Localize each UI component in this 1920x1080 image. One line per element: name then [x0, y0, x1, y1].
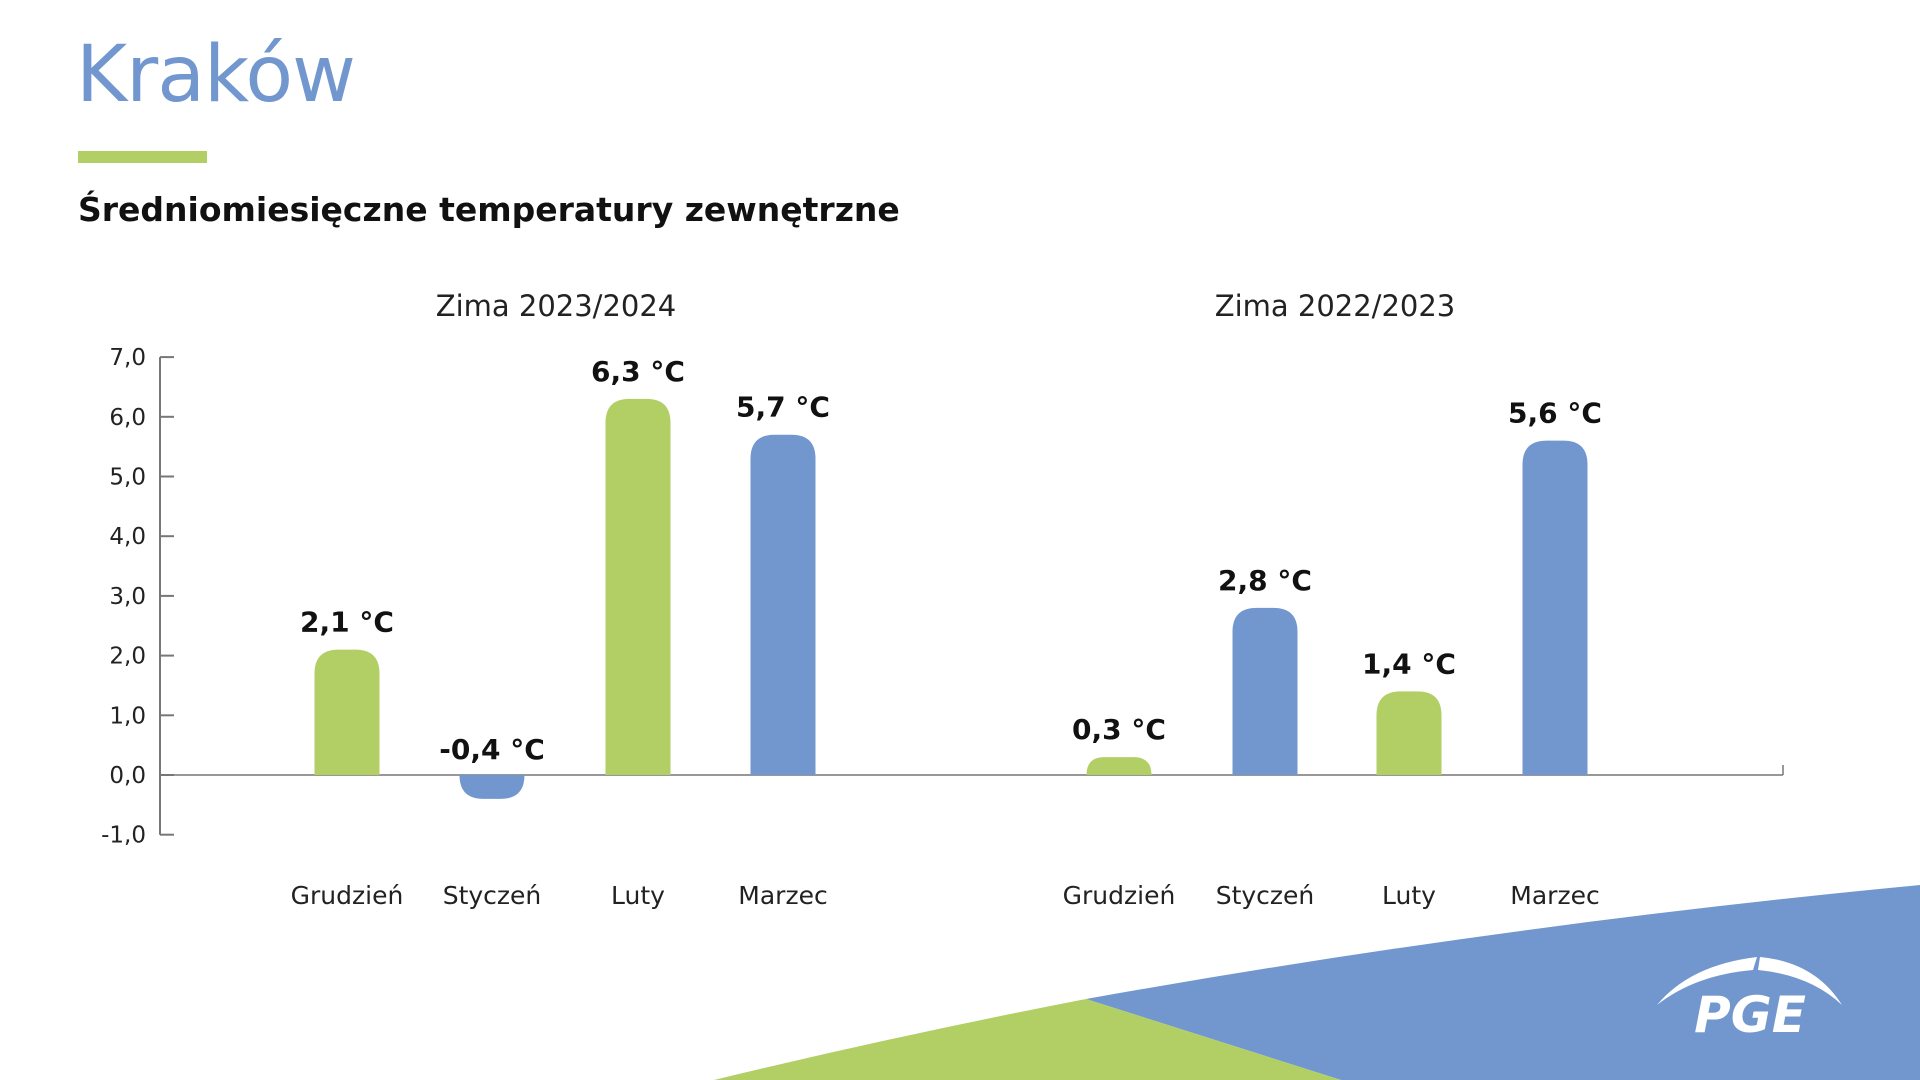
- bar-value-label: 5,7 °C: [736, 391, 830, 424]
- bar: [1522, 440, 1588, 775]
- group-title: Zima 2022/2023: [1215, 289, 1456, 323]
- bars: Zima 2023/2024 2,1 °C Grudzień -0,4 °C Stycz…: [291, 289, 1602, 910]
- bar: [750, 434, 816, 775]
- page-title: Kraków: [76, 30, 356, 120]
- bar-value-label: 2,8 °C: [1218, 564, 1312, 597]
- category-label: Luty: [611, 881, 665, 910]
- category-label: Marzec: [1510, 881, 1599, 910]
- blue-wave-shape: [1086, 885, 1920, 1080]
- pge-logo-arc-left: [1657, 957, 1757, 1005]
- bar: [605, 398, 671, 775]
- y-axis: 7,0 6,0 5,0 4,0 3,0 2,0 1,0 0,0 -1,0: [101, 345, 1784, 849]
- bar: [1086, 757, 1152, 775]
- y-tick-label: 3,0: [109, 584, 146, 610]
- y-tick-label: 4,0: [109, 524, 146, 550]
- bar: [314, 649, 380, 775]
- y-tick-label: 5,0: [109, 465, 146, 491]
- pge-logo-text: PGE: [1694, 986, 1806, 1044]
- bar: [459, 775, 525, 799]
- category-label: Styczeń: [443, 881, 542, 910]
- green-wave-shape: [714, 999, 1341, 1080]
- y-tick-label: 6,0: [109, 405, 146, 431]
- y-tick-label: -1,0: [101, 823, 146, 849]
- y-tick-label: 7,0: [109, 345, 146, 371]
- y-tick-label: 1,0: [109, 703, 146, 729]
- y-tick-label: 2,0: [109, 644, 146, 670]
- category-label: Grudzień: [1063, 881, 1176, 910]
- category-label: Luty: [1382, 881, 1436, 910]
- category-label: Grudzień: [291, 881, 404, 910]
- bar-value-label: 1,4 °C: [1362, 647, 1456, 680]
- bar-value-label: 6,3 °C: [591, 355, 685, 388]
- pge-logo-arc-right: [1758, 957, 1842, 1005]
- bar-value-label: 2,1 °C: [300, 606, 394, 639]
- category-label: Styczeń: [1216, 881, 1315, 910]
- bar-value-label: 5,6 °C: [1508, 397, 1602, 430]
- bar: [1376, 691, 1442, 775]
- category-label: Marzec: [738, 881, 827, 910]
- chart-subtitle: Średniomiesięczne temperatury zewnętrzne: [78, 190, 900, 229]
- background-shapes: [714, 885, 1920, 1080]
- bar-value-label: 0,3 °C: [1072, 713, 1166, 746]
- group-title: Zima 2023/2024: [436, 289, 677, 323]
- title-accent-bar: [78, 151, 207, 163]
- y-tick-label: 0,0: [109, 763, 146, 789]
- bar: [1232, 607, 1298, 775]
- pge-logo: PGE: [1657, 957, 1842, 1044]
- bar-value-label: -0,4 °C: [439, 733, 545, 766]
